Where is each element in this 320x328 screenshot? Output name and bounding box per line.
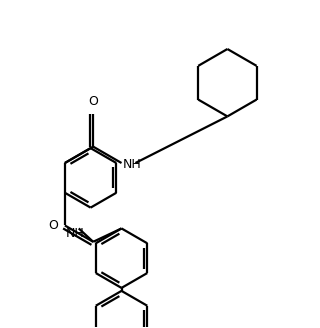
Text: NH: NH [123, 157, 141, 171]
Text: NH: NH [66, 227, 84, 240]
Text: O: O [88, 95, 98, 108]
Text: O: O [48, 219, 58, 232]
